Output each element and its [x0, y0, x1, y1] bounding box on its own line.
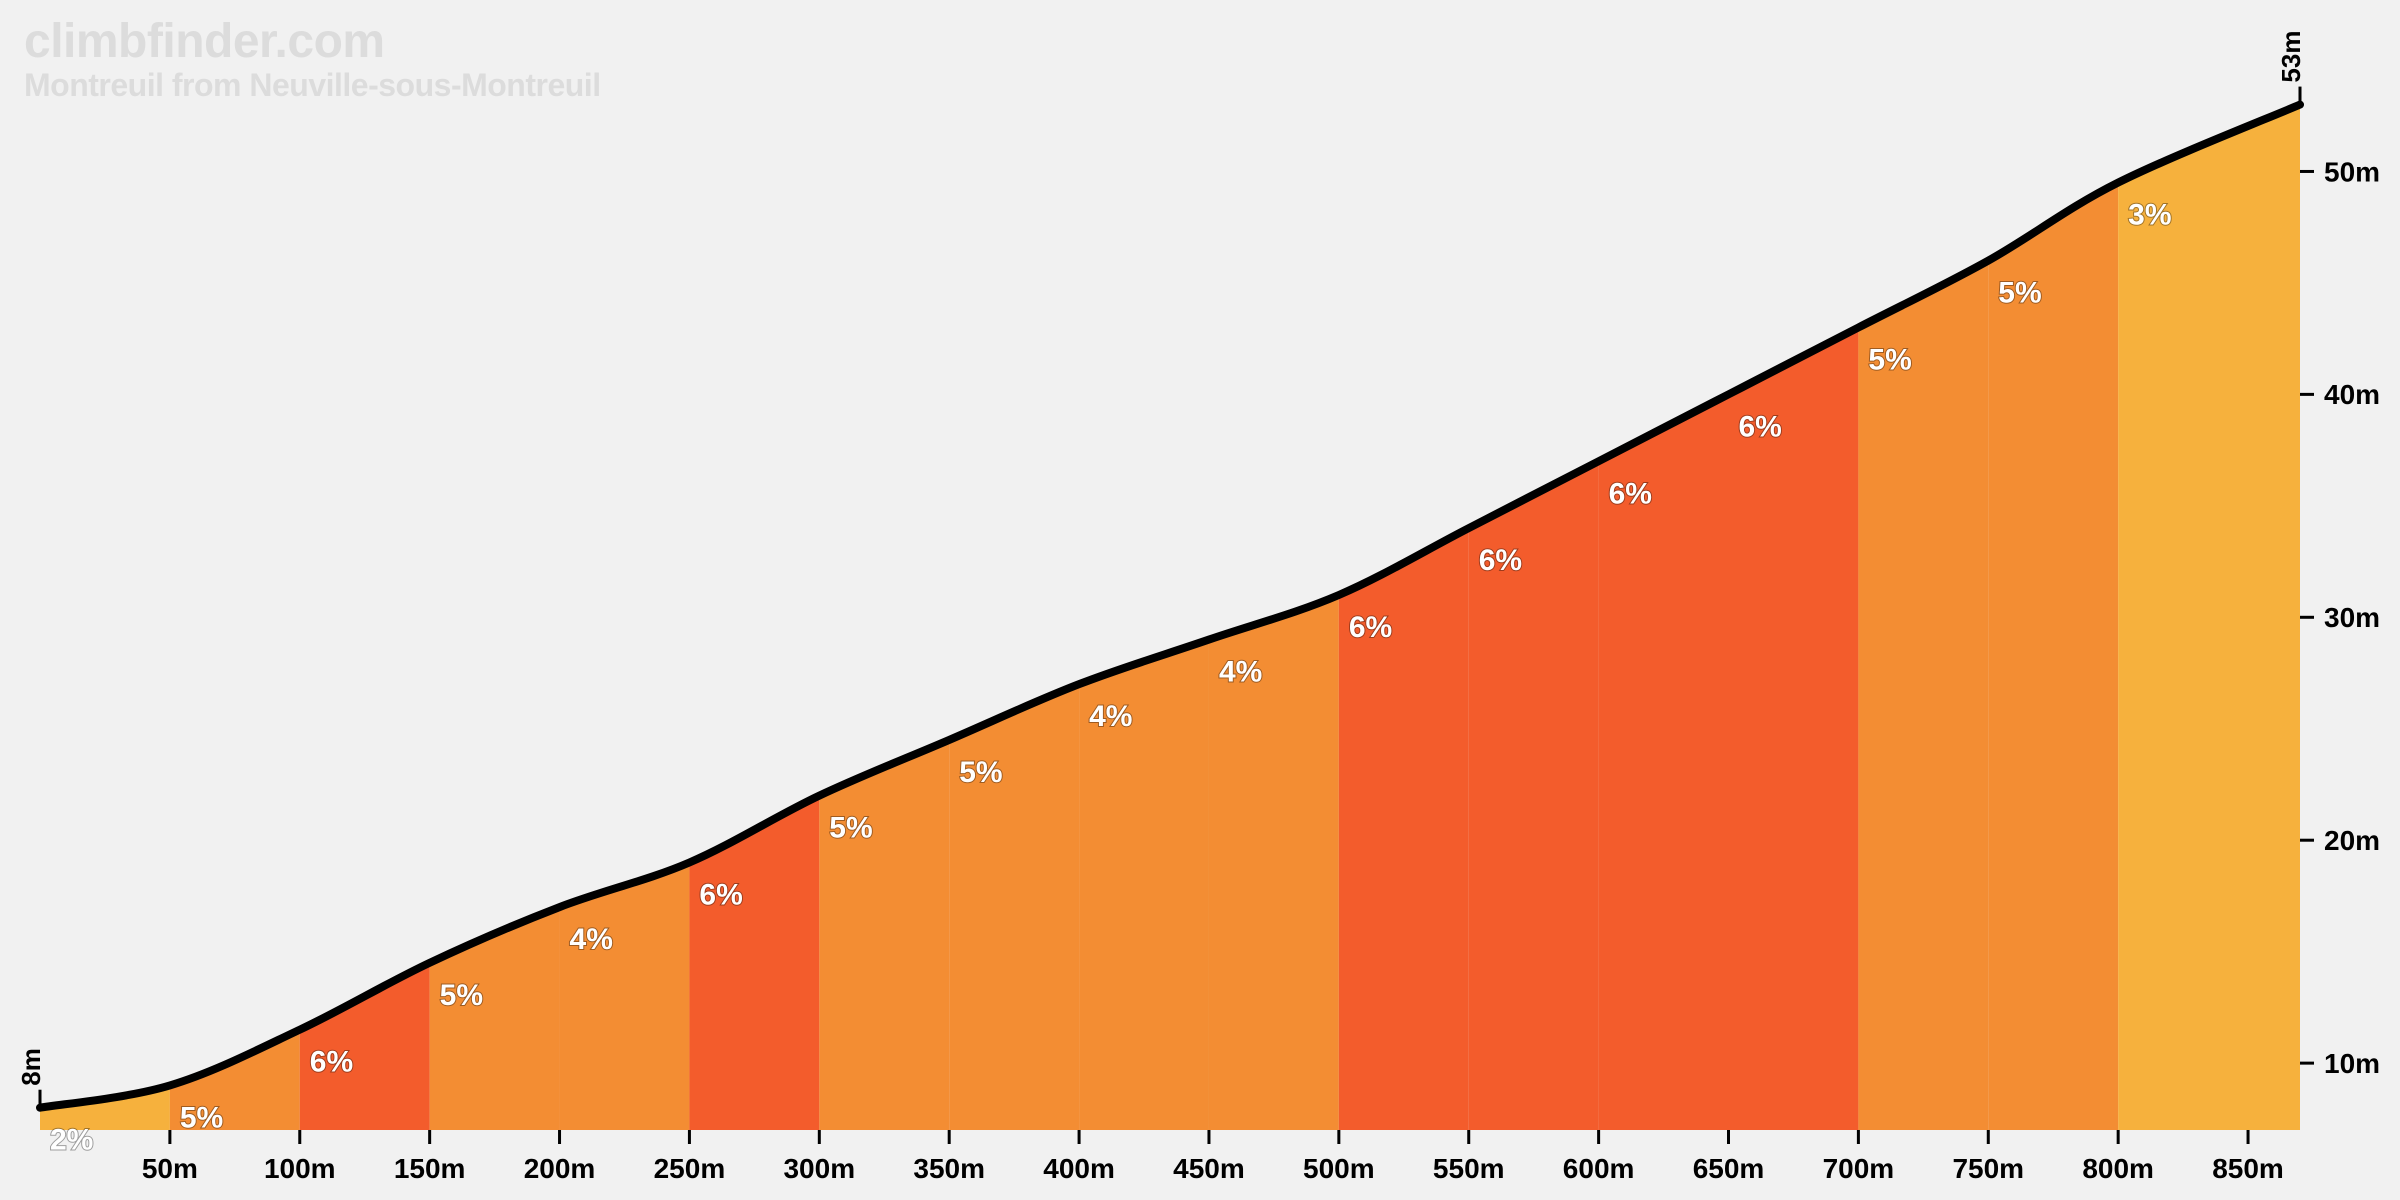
elevation-chart: climbfinder.com Montreuil from Neuville-…	[0, 0, 2400, 1200]
x-tick-label: 50m	[142, 1153, 198, 1184]
start-elevation-label: 8m	[16, 1048, 46, 1086]
y-tick-label: 40m	[2324, 379, 2380, 410]
segment-fill	[1339, 50, 1469, 1140]
grade-label: 3%	[2128, 199, 2171, 232]
segment-fill	[170, 50, 300, 1140]
grade-label: 5%	[440, 979, 483, 1012]
segment-fill	[560, 50, 690, 1140]
segment-fill	[1729, 50, 1859, 1140]
watermark-site: climbfinder.com	[24, 14, 601, 69]
segment-fill	[1988, 50, 2118, 1140]
grade-label: 5%	[1868, 344, 1911, 377]
segment-fills	[40, 50, 2300, 1140]
y-tick-label: 10m	[2324, 1048, 2380, 1079]
grade-label: 6%	[1349, 611, 1392, 644]
x-tick-label: 550m	[1433, 1153, 1505, 1184]
grade-label: 6%	[1479, 544, 1522, 577]
x-tick-label: 350m	[913, 1153, 985, 1184]
segment-fill	[1209, 50, 1339, 1140]
x-tick-label: 800m	[2082, 1153, 2154, 1184]
x-tick-label: 700m	[1823, 1153, 1895, 1184]
segment-fill	[1079, 50, 1209, 1140]
x-tick-label: 100m	[264, 1153, 336, 1184]
x-tick-label: 750m	[1952, 1153, 2024, 1184]
y-tick-label: 20m	[2324, 825, 2380, 856]
grade-label: 6%	[699, 879, 742, 912]
grade-label: 4%	[1089, 700, 1132, 733]
segment-fill	[949, 50, 1079, 1140]
y-tick-label: 30m	[2324, 602, 2380, 633]
grade-label: 6%	[310, 1046, 353, 1079]
x-tick-label: 450m	[1173, 1153, 1245, 1184]
segment-fill	[1599, 50, 1729, 1140]
watermark-subtitle: Montreuil from Neuville-sous-Montreuil	[24, 67, 601, 104]
chart-svg: 2% 5% 6% 5% 4% 6% 5% 5% 4% 4% 6% 6% 6% 6% 5% 5% 3% 50m 100…	[0, 0, 2400, 1200]
segment-fill	[1858, 50, 1988, 1140]
x-tick-label: 300m	[783, 1153, 855, 1184]
x-tick-label: 400m	[1043, 1153, 1115, 1184]
x-tick-label: 150m	[394, 1153, 466, 1184]
grade-label: 2%	[50, 1124, 93, 1157]
grade-label: 6%	[1739, 410, 1782, 443]
end-elevation-label: 53m	[2276, 31, 2306, 83]
segment-fill	[430, 50, 560, 1140]
grade-label: 5%	[829, 812, 872, 845]
segment-fill	[1469, 50, 1599, 1140]
segment-fill	[819, 50, 949, 1140]
grade-label: 6%	[1609, 477, 1652, 510]
x-tick-label: 850m	[2212, 1153, 2284, 1184]
x-tick-label: 500m	[1303, 1153, 1375, 1184]
x-tick-label: 250m	[654, 1153, 726, 1184]
y-tick-label: 50m	[2324, 156, 2380, 187]
segment-fill	[689, 50, 819, 1140]
grade-label: 4%	[1219, 656, 1262, 689]
watermark: climbfinder.com Montreuil from Neuville-…	[24, 14, 601, 104]
grade-label: 5%	[180, 1101, 223, 1134]
x-tick-label: 600m	[1563, 1153, 1635, 1184]
x-tick-label: 200m	[524, 1153, 596, 1184]
grade-label: 5%	[959, 756, 1002, 789]
x-tick-label: 650m	[1693, 1153, 1765, 1184]
grade-label: 5%	[1998, 277, 2041, 310]
segment-fill	[40, 50, 170, 1140]
grade-label: 4%	[570, 923, 613, 956]
